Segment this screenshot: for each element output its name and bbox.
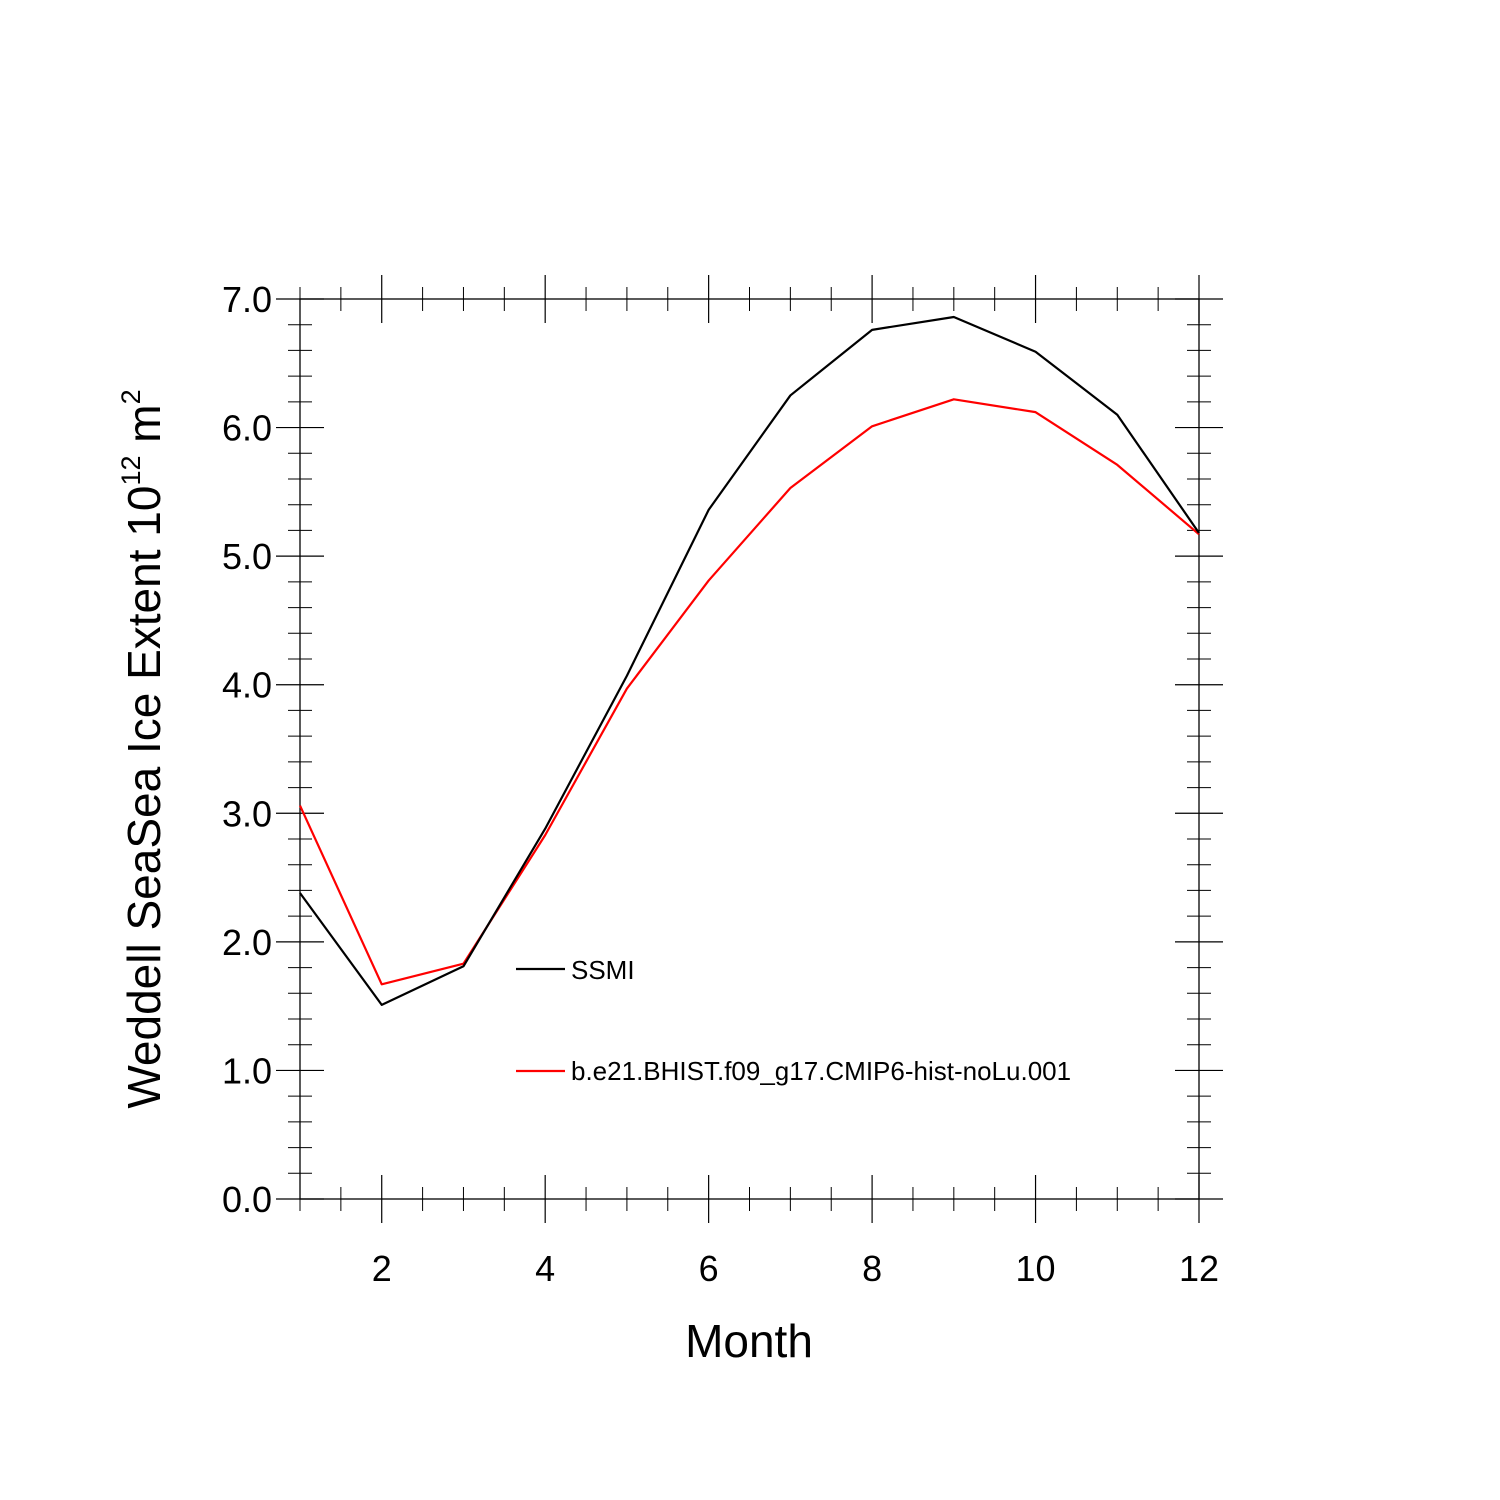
y-axis-title-main: Weddell SeaSea Ice Extent 10 (118, 486, 170, 1109)
y-tick-label: 1.0 (222, 1050, 272, 1091)
legend-label-model: b.e21.BHIST.f09_g17.CMIP6-hist-noLu.001 (571, 1056, 1071, 1086)
y-tick-label: 3.0 (222, 793, 272, 834)
y-axis-title-exponent: 12 (116, 455, 146, 485)
y-tick-label: 0.0 (222, 1179, 272, 1220)
x-tick-label: 2 (372, 1248, 392, 1289)
y-axis-title-unit: m (118, 404, 170, 455)
y-tick-label: 4.0 (222, 665, 272, 706)
x-tick-label: 4 (535, 1248, 555, 1289)
plot-frame (299, 298, 1200, 1200)
y-tick-label: 2.0 (222, 922, 272, 963)
x-tick-labels: 2 4 6 8 10 12 (372, 1248, 1219, 1289)
y-tick-labels: 0.0 1.0 2.0 3.0 4.0 5.0 6.0 7.0 (222, 279, 272, 1220)
x-tick-label: 6 (699, 1248, 719, 1289)
y-axis-title: Weddell SeaSea Ice Extent 1012 m2 (116, 389, 170, 1108)
x-tick-label: 12 (1179, 1248, 1219, 1289)
series-line-ssmi (299, 315, 1200, 1006)
series-lines (298, 315, 1200, 1006)
legend: SSMI b.e21.BHIST.f09_g17.CMIP6-hist-noLu… (516, 955, 1071, 1086)
y-tick-label: 6.0 (222, 408, 272, 449)
legend-label-ssmi: SSMI (571, 955, 635, 985)
y-tick-label: 7.0 (222, 279, 272, 320)
x-tick-label: 10 (1016, 1248, 1056, 1289)
series-line-model (298, 398, 1200, 986)
x-axis-title: Month (685, 1315, 813, 1367)
y-axis-title-unit-exponent: 2 (116, 389, 146, 404)
y-tick-label: 5.0 (222, 536, 272, 577)
x-tick-label: 8 (862, 1248, 882, 1289)
